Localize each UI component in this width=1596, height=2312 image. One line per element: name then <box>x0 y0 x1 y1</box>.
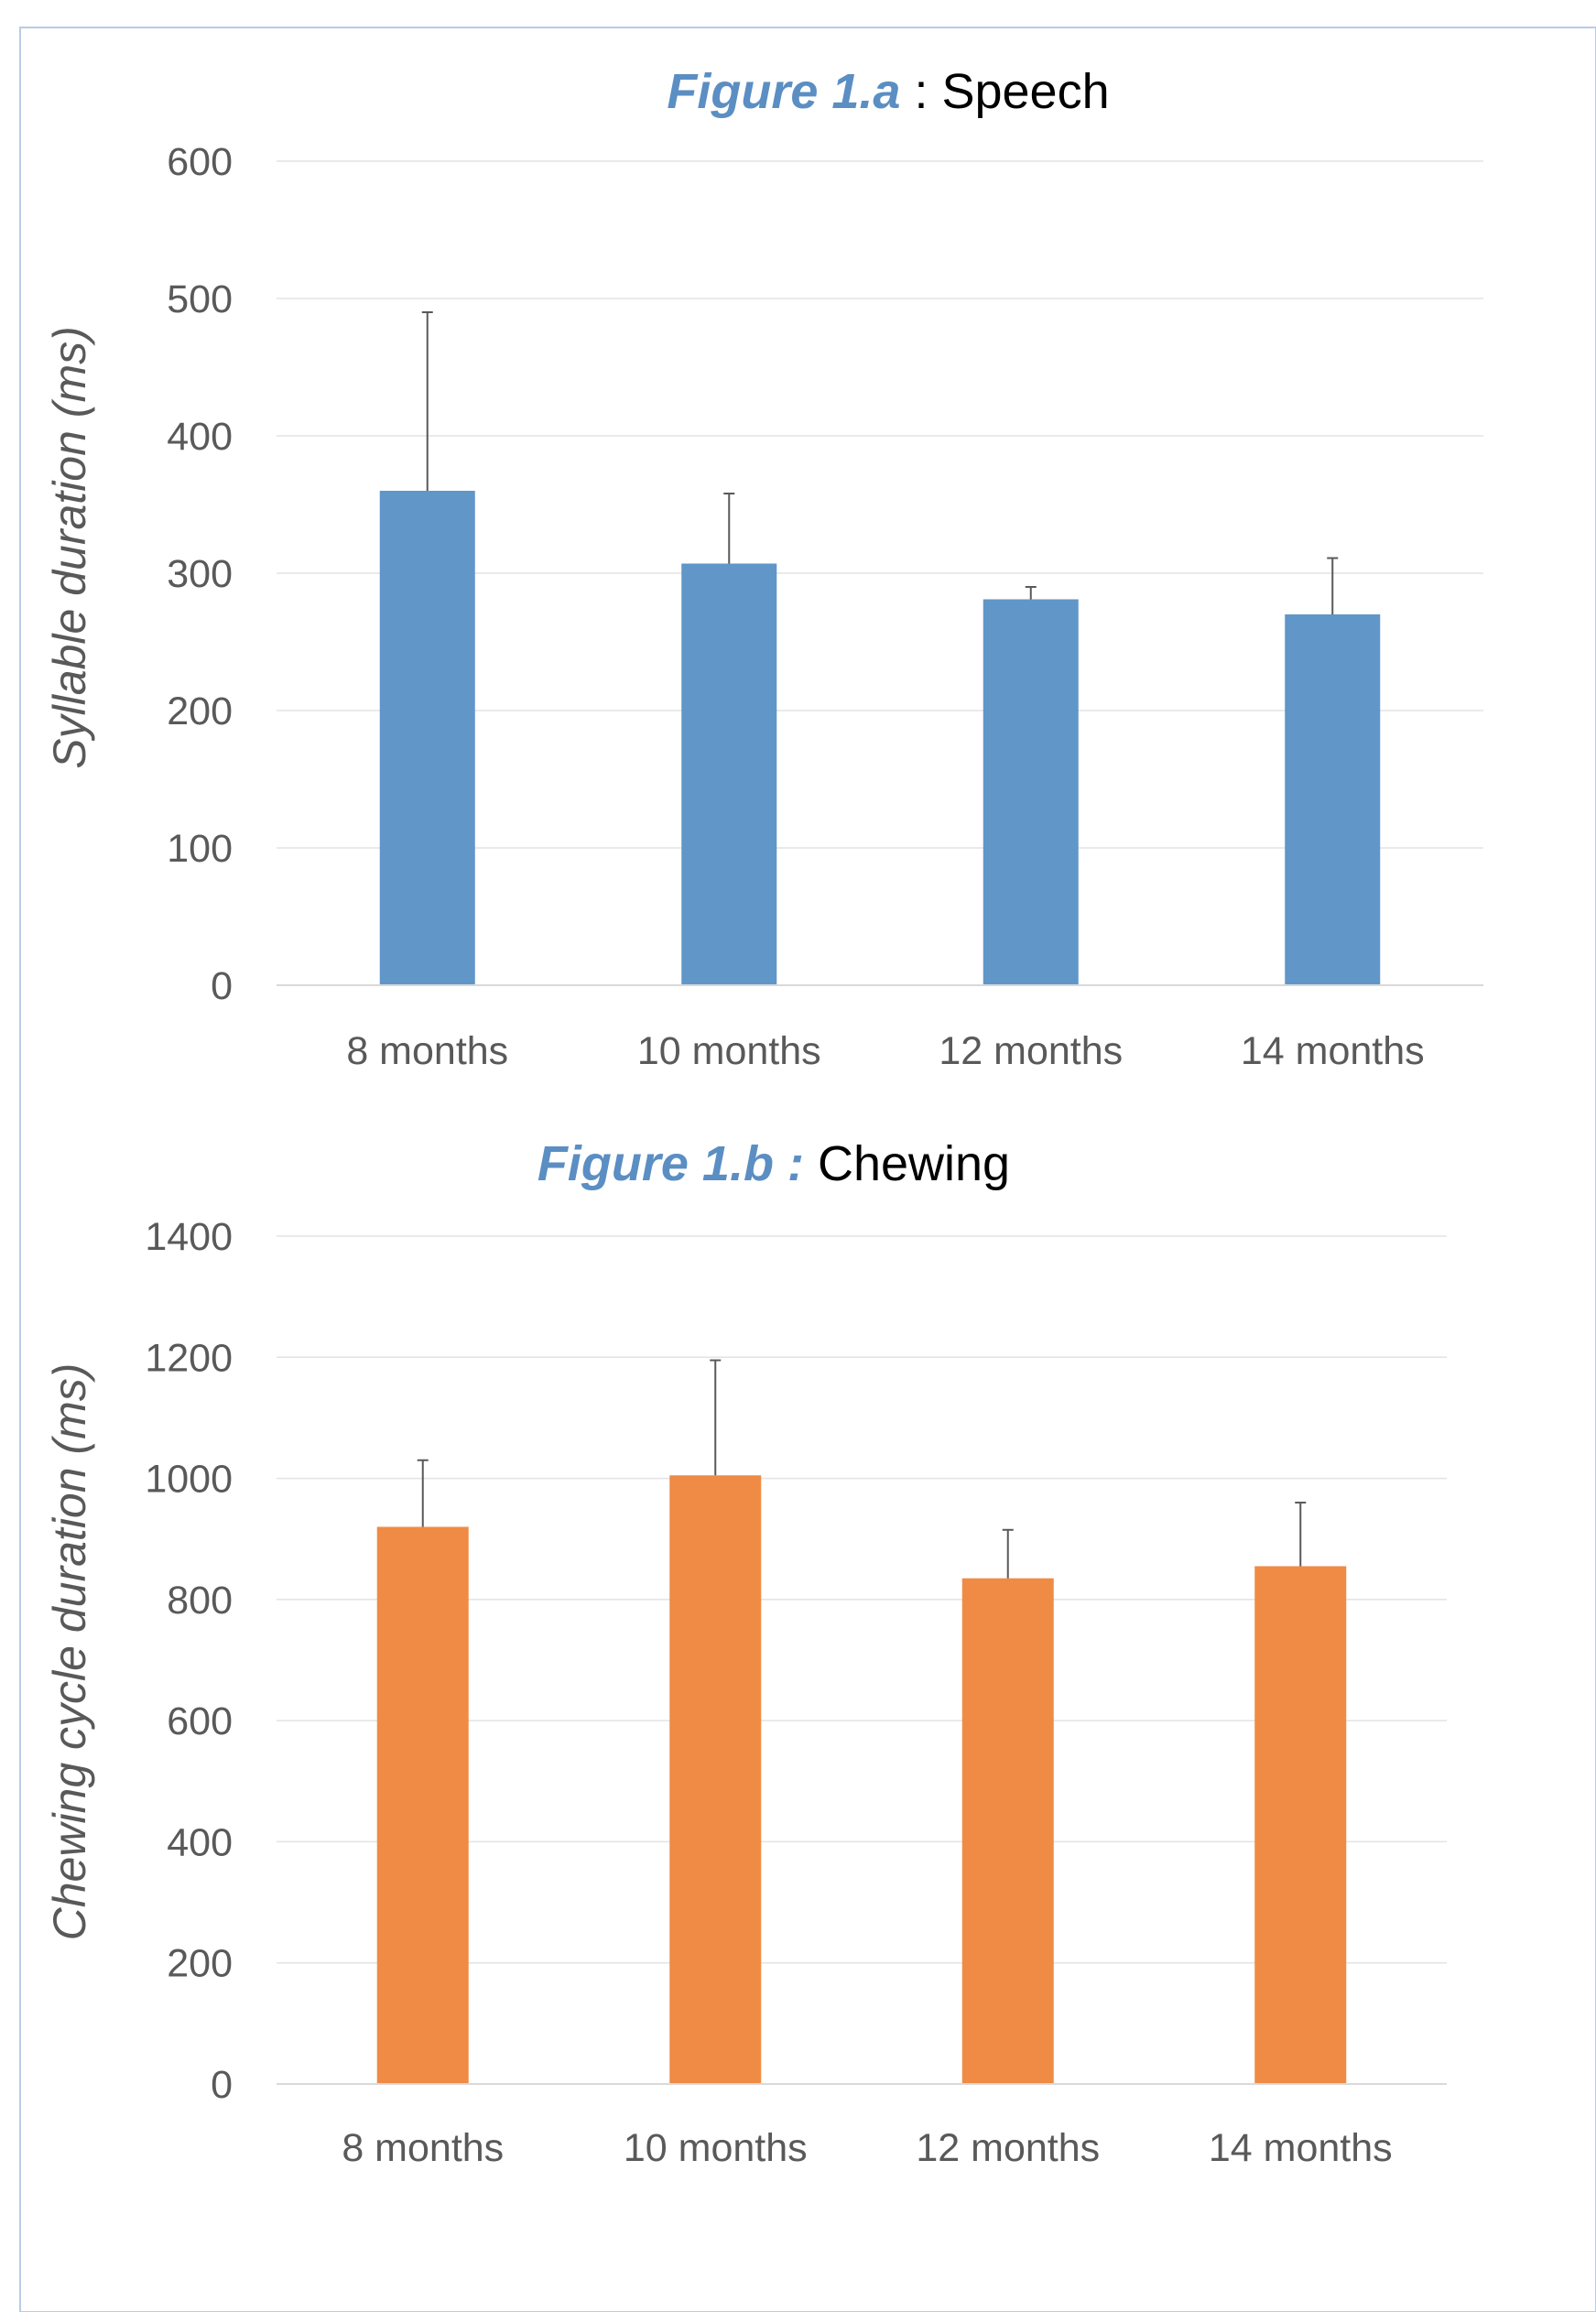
chart-title: Figure 1.a : Speech <box>667 64 1109 119</box>
y-tick-label: 500 <box>167 277 233 321</box>
y-tick-labels: 0 100 200 300 400 500 600 <box>167 140 233 1008</box>
bar <box>377 1526 469 2084</box>
y-tick-label: 200 <box>167 1942 233 1986</box>
bar <box>380 491 475 985</box>
y-tick-label: 600 <box>167 140 233 184</box>
chart-title-rest: Chewing <box>804 1136 1010 1191</box>
chart-speech: 0 100 200 300 400 500 600 8 months 10 months 12 … <box>44 64 1483 1073</box>
chart-chewing: 0 200 400 600 800 1000 1200 1400 8 months 10 mon… <box>44 1136 1447 2170</box>
x-tick-label: 10 months <box>637 1029 821 1073</box>
y-tick-label: 100 <box>167 827 233 871</box>
bar <box>1285 614 1380 985</box>
x-tick-label: 12 months <box>916 2126 1100 2170</box>
bar <box>962 1579 1054 2084</box>
x-tick-labels: 8 months 10 months 12 months 14 months <box>346 1029 1424 1073</box>
y-tick-label: 400 <box>167 1820 233 1864</box>
x-tick-label: 12 months <box>939 1029 1123 1073</box>
error-bar <box>710 1361 721 1476</box>
y-tick-label: 400 <box>167 415 233 459</box>
y-tick-label: 1000 <box>145 1458 233 1502</box>
error-bar <box>422 312 433 491</box>
error-bar <box>1295 1503 1306 1566</box>
y-tick-label: 300 <box>167 552 233 596</box>
bar <box>1254 1566 1346 2084</box>
chart-title-prefix: Figure 1.b : <box>537 1136 804 1191</box>
x-tick-label: 14 months <box>1209 2126 1393 2170</box>
error-bars <box>418 1361 1307 1579</box>
bar <box>983 600 1079 986</box>
error-bar <box>418 1460 429 1527</box>
bars <box>380 491 1381 985</box>
y-tick-label: 1200 <box>145 1336 233 1380</box>
error-bar <box>1327 559 1338 615</box>
chart-title-prefix: Figure 1.a <box>667 64 900 119</box>
x-tick-label: 8 months <box>342 2126 504 2170</box>
bar <box>669 1475 761 2084</box>
x-tick-labels: 8 months 10 months 12 months 14 months <box>342 2126 1392 2170</box>
y-tick-label: 600 <box>167 1699 233 1743</box>
y-axis-title: Chewing cycle duration (ms) <box>44 1363 95 1941</box>
x-tick-label: 14 months <box>1241 1029 1425 1073</box>
x-tick-label: 8 months <box>346 1029 508 1073</box>
y-tick-label: 1400 <box>145 1215 233 1259</box>
error-bar <box>1003 1530 1014 1579</box>
y-tick-labels: 0 200 400 600 800 1000 1200 1400 <box>145 1215 233 2107</box>
y-tick-label: 800 <box>167 1579 233 1623</box>
error-bars <box>422 312 1339 614</box>
bar <box>681 564 776 986</box>
chart-title: Figure 1.b : Chewing <box>537 1136 1010 1191</box>
y-tick-label: 0 <box>211 964 233 1008</box>
y-tick-label: 200 <box>167 689 233 733</box>
y-axis-title: Syllable duration (ms) <box>44 326 95 769</box>
error-bar <box>1026 587 1037 600</box>
x-tick-label: 10 months <box>624 2126 808 2170</box>
y-tick-label: 0 <box>211 2063 233 2107</box>
bars <box>377 1475 1347 2084</box>
chart-title-rest: : Speech <box>900 64 1109 119</box>
error-bar <box>723 494 734 564</box>
